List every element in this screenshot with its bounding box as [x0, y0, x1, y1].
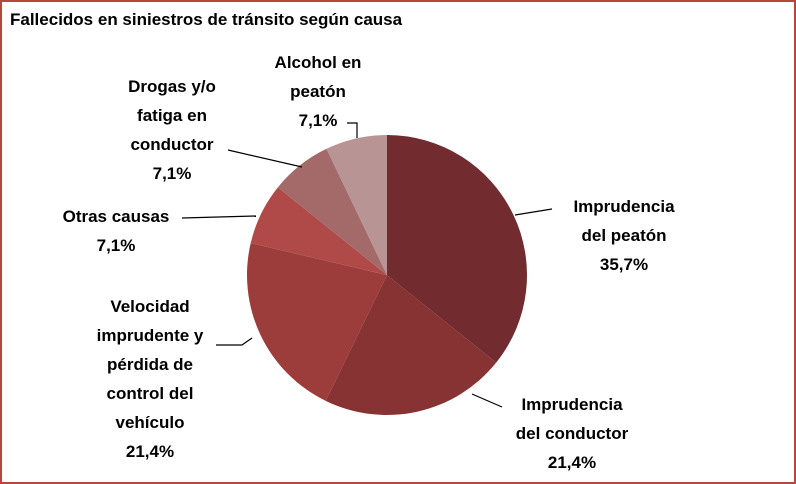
slice-label: Imprudencia del peatón 35,7%: [539, 192, 709, 279]
leader-line: [471, 393, 503, 408]
slice-label: Alcohol en peatón 7,1%: [233, 48, 403, 135]
value-label: 7,1%: [298, 111, 338, 130]
category-label: Imprudencia del peatón: [573, 197, 675, 245]
pie-slice: [325, 275, 497, 415]
pie-slice: [250, 187, 387, 275]
value-label: 7,1%: [152, 164, 192, 183]
value-label: 35,7%: [599, 255, 649, 274]
leader-line: [227, 149, 303, 168]
pie-slice: [277, 148, 387, 275]
pie-slice: [247, 243, 387, 401]
slice-label: Drogas y/o fatiga en conductor 7,1%: [87, 72, 257, 188]
category-label: Imprudencia del conductor: [515, 395, 629, 443]
leader-line: [514, 208, 553, 216]
leader-line: [181, 215, 257, 219]
category-label: Alcohol en peatón: [274, 53, 362, 101]
category-label: Drogas y/o fatiga en conductor: [128, 77, 216, 154]
category-label: Velocidad imprudente y pérdida de contro…: [96, 297, 204, 432]
value-label: 21,4%: [125, 442, 175, 461]
leader-line: [347, 122, 358, 138]
leaders: [181, 122, 553, 408]
value-label: 21,4%: [547, 453, 597, 472]
pie-slice: [326, 135, 387, 275]
value-label: 7,1%: [96, 236, 136, 255]
slice-label: Imprudencia del conductor 21,4%: [487, 390, 657, 477]
slice-label: Otras causas 7,1%: [31, 202, 201, 260]
leader-line: [216, 337, 253, 346]
slice-label: Velocidad imprudente y pérdida de contro…: [65, 292, 235, 466]
chart-title: Fallecidos en siniestros de tránsito seg…: [10, 10, 403, 29]
category-label: Otras causas: [62, 207, 170, 226]
pie-slice: [387, 135, 527, 363]
